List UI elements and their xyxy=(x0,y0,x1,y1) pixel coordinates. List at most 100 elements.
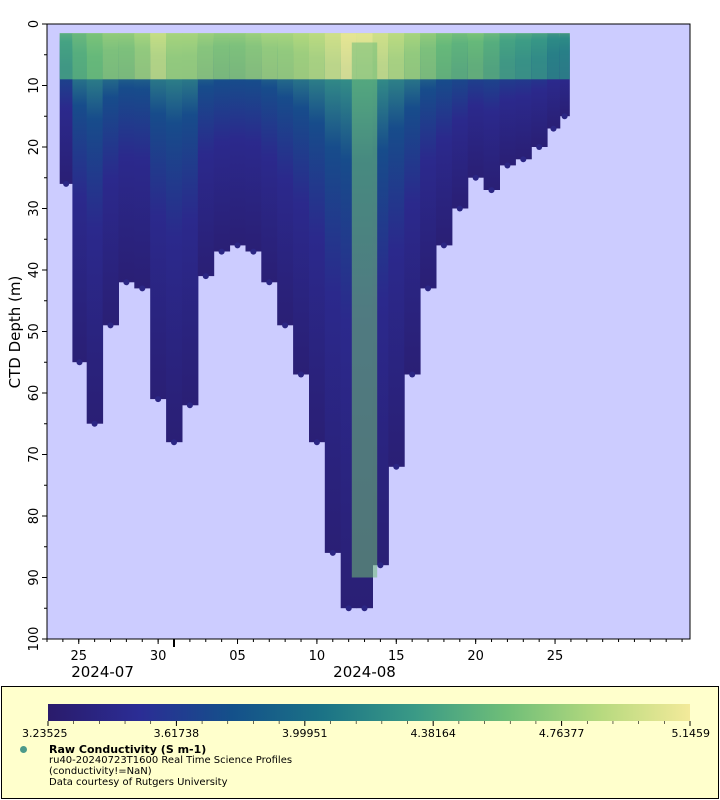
legend-variable-label: Raw Conductivity (S m-1) xyxy=(49,743,207,756)
surface-cap xyxy=(277,33,294,80)
y-tick-label: 30 xyxy=(27,200,42,217)
surface-cap xyxy=(547,33,561,80)
profile-bottom-point xyxy=(550,125,557,132)
colorbar-tick-label: 3.23525 xyxy=(22,727,68,740)
surface-cap xyxy=(531,33,548,80)
profile-bottom-point xyxy=(107,322,114,329)
profile-bottom-point xyxy=(63,180,70,187)
colorbar-tick-label: 3.61738 xyxy=(154,727,200,740)
profile-column xyxy=(245,33,262,252)
surface-cap xyxy=(309,33,326,80)
data-layer xyxy=(59,33,570,612)
profile-column xyxy=(182,33,199,406)
surface-cap xyxy=(72,33,88,80)
profile-bottom-point xyxy=(76,359,83,366)
profile-bottom-point xyxy=(536,144,543,150)
y-axis: 0 10 20 30 40 50 60 70 80 90 100 xyxy=(27,20,47,652)
surface-cap xyxy=(515,33,532,80)
x-tick-label: 15 xyxy=(388,649,405,664)
y-tick-label: 100 xyxy=(27,627,42,652)
profile-bottom-point xyxy=(171,439,177,446)
colorbar: 3.23525 3.61738 3.99951 4.38164 4.76377 5.145… xyxy=(22,704,711,740)
x-month-label: 2024-07 xyxy=(71,663,134,681)
profile-bottom-point xyxy=(266,279,273,286)
surface-cap xyxy=(293,33,310,80)
profile-bottom-point xyxy=(139,285,146,292)
profile-bottom-point xyxy=(313,439,320,446)
y-tick-label: 80 xyxy=(27,508,42,525)
profile-bottom-point xyxy=(155,396,162,403)
surface-cap xyxy=(245,33,262,80)
profile-bottom-point xyxy=(456,205,463,212)
profile-column xyxy=(293,33,310,375)
surface-cap xyxy=(118,33,135,80)
x-tick-label: 05 xyxy=(229,649,246,664)
colorbar-tick-label: 4.76377 xyxy=(539,727,585,740)
profile-column xyxy=(102,33,119,326)
profile-bottom-point xyxy=(520,156,527,163)
profile-column xyxy=(72,33,88,363)
y-tick-label: 60 xyxy=(27,385,42,402)
profile-bottom-point xyxy=(393,463,400,470)
y-tick-label: 70 xyxy=(27,446,42,463)
surface-cap xyxy=(436,33,453,80)
profile-bottom-point xyxy=(202,273,209,280)
profile-bottom-point xyxy=(409,371,416,378)
profile-column xyxy=(213,33,231,252)
y-axis-label: CTD Depth (m) xyxy=(6,276,24,389)
surface-cap xyxy=(499,33,516,80)
profile-column xyxy=(150,33,167,400)
x-tick-label: 30 xyxy=(150,649,167,664)
profile-bottom-point xyxy=(488,187,495,194)
warm-water-core xyxy=(351,42,378,578)
legend-credit: Data courtesy of Rutgers University xyxy=(49,777,228,788)
profile-column xyxy=(388,33,405,467)
surface-cap xyxy=(559,33,570,80)
profile-column xyxy=(324,33,342,553)
profile-bottom-point xyxy=(472,174,479,181)
profile-bottom-point xyxy=(440,242,447,249)
surface-cap xyxy=(467,33,485,80)
profile-bottom-point xyxy=(250,248,257,255)
profile-column xyxy=(166,33,183,443)
surface-cap xyxy=(59,33,73,80)
profile-bottom-point xyxy=(345,605,352,612)
profile-bottom-point xyxy=(298,371,304,378)
colorbar-gradient xyxy=(48,704,690,721)
y-tick-label: 40 xyxy=(27,262,42,279)
profile-bottom-point xyxy=(123,279,130,286)
profile-bottom-point xyxy=(91,420,98,427)
x-month-label: 2024-08 xyxy=(333,663,396,681)
surface-cap xyxy=(150,33,167,80)
y-tick-label: 50 xyxy=(27,323,42,340)
surface-cap xyxy=(404,33,421,80)
profile-column xyxy=(229,33,246,246)
profile-column xyxy=(404,33,421,375)
profile-bottom-point xyxy=(218,248,225,255)
x-tick-label: 25 xyxy=(547,649,564,664)
y-tick-label: 10 xyxy=(27,77,42,94)
profile-column xyxy=(261,33,278,283)
colorbar-tick-label: 5.1459 xyxy=(672,727,711,740)
surface-cap xyxy=(213,33,231,80)
x-tick-label: 25 xyxy=(70,649,87,664)
legend-marker-icon xyxy=(20,746,27,753)
surface-cap xyxy=(388,33,405,80)
y-tick-label: 90 xyxy=(27,569,42,586)
legend-text: Raw Conductivity (S m-1) ru40-20240723T1… xyxy=(49,744,292,788)
colorbar-tick-label: 3.99951 xyxy=(282,727,328,740)
surface-cap xyxy=(261,33,278,80)
legend-dataset-title: ru40-20240723T1600 Real Time Science Pro… xyxy=(49,755,293,766)
surface-cap xyxy=(197,33,215,80)
legend-constraint: (conductivity!=NaN) xyxy=(49,766,152,777)
surface-cap xyxy=(229,33,246,80)
surface-cap xyxy=(166,33,183,80)
profile-bottom-point xyxy=(282,322,289,329)
profile-column xyxy=(134,33,151,289)
y-tick-label: 20 xyxy=(27,139,42,156)
profile-bottom-point xyxy=(329,549,336,556)
profile-bottom-point xyxy=(425,285,431,292)
x-tick-label: 20 xyxy=(467,649,484,664)
surface-cap xyxy=(102,33,119,80)
